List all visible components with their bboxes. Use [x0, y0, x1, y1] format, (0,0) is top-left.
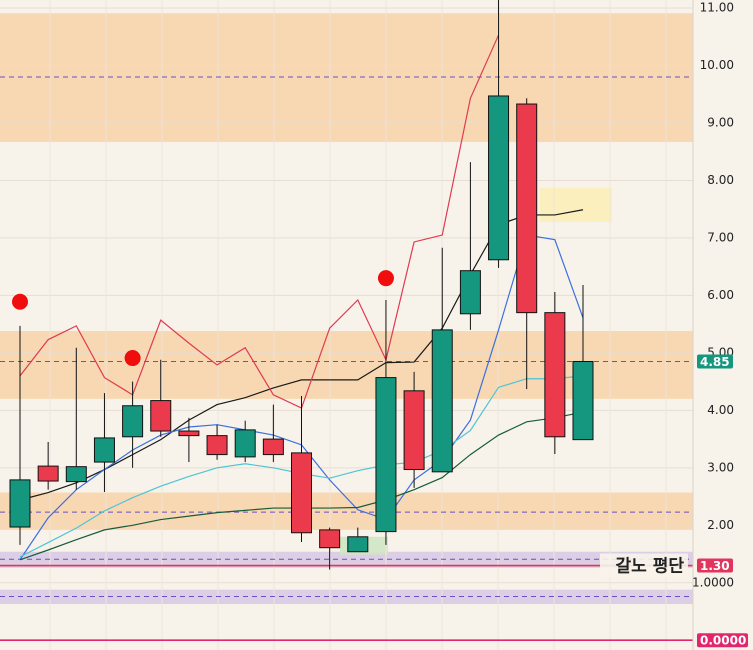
candle-body: [178, 430, 200, 437]
signal-dot: [12, 293, 28, 310]
price-tag: [697, 633, 748, 648]
overlay-line: [19, 34, 500, 409]
zone: [0, 492, 693, 530]
y-tick-label: 1.0000: [692, 575, 734, 589]
candle-body: [488, 95, 510, 261]
candle-body: [431, 329, 453, 473]
candle-body: [291, 452, 312, 534]
y-tick-label: 2.00: [707, 518, 734, 532]
price-tag-label: 4.85: [700, 355, 730, 369]
y-tick-label: 6.00: [707, 288, 734, 302]
candle-body: [65, 466, 87, 483]
y-tick-label: 7.00: [707, 230, 734, 244]
candle-body: [122, 405, 144, 438]
zone: [0, 551, 693, 568]
candle-body: [206, 435, 228, 456]
y-tick-label: 4.00: [707, 403, 734, 417]
price-tag: [697, 354, 733, 369]
candle-body: [403, 390, 425, 471]
candle-body: [93, 437, 115, 463]
candle-body: [572, 360, 594, 441]
candle-body: [262, 438, 284, 456]
price-tag-label: 0.0000: [700, 634, 746, 648]
annotation-bg: [600, 553, 688, 578]
candle-body: [234, 429, 256, 458]
price-tag: [697, 558, 733, 573]
highlight-box: [540, 187, 612, 222]
y-tick-label: 3.00: [707, 460, 734, 474]
signal-dot: [377, 270, 394, 287]
candle-body: [459, 270, 481, 315]
price-tag-label: 1.30: [700, 559, 730, 573]
y-tick-label: 11.00: [700, 1, 734, 15]
candle-body: [319, 529, 341, 549]
annotation: 갈노 평단: [616, 557, 685, 577]
candle-body: [375, 377, 397, 533]
candle-body: [544, 312, 566, 438]
candle-body: [9, 479, 31, 528]
signal-dot: [124, 350, 141, 367]
zone: [0, 13, 693, 142]
candle-body: [37, 465, 59, 482]
y-tick-label: 10.00: [700, 58, 734, 72]
candle-body: [150, 400, 172, 432]
candle-body: [516, 103, 538, 314]
y-tick-label: 8.00: [707, 173, 734, 187]
candle-body: [347, 536, 369, 553]
y-tick-label: 9.00: [707, 115, 734, 129]
